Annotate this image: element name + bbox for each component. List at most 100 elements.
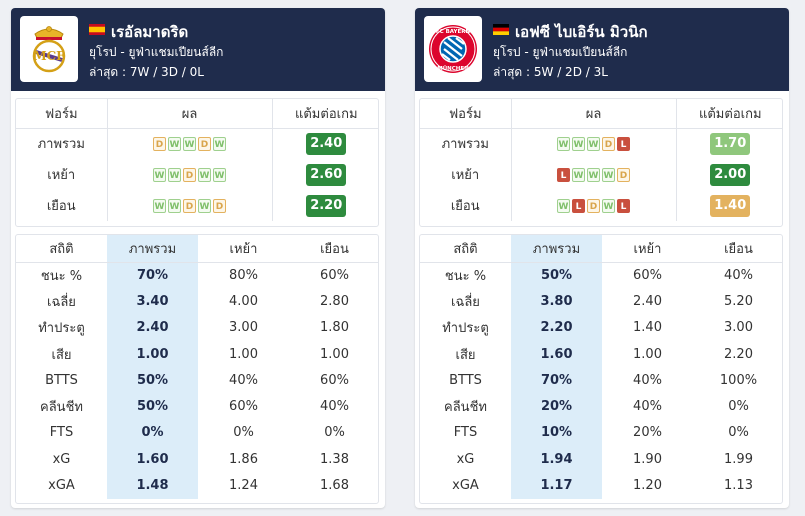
- result-badge[interactable]: W: [602, 198, 615, 213]
- ppg-header: แต้มต่อเกม: [676, 99, 782, 129]
- result-badge[interactable]: W: [168, 198, 181, 213]
- result-badge[interactable]: D: [153, 136, 166, 151]
- result-badge[interactable]: W: [213, 167, 226, 182]
- bayern-logo-text-top: FC BAYERN: [436, 29, 471, 35]
- spain-flag-icon: [89, 24, 105, 35]
- result-badge[interactable]: W: [587, 136, 600, 151]
- form-row: ภาพรวม W W W D L 1.70: [420, 128, 782, 159]
- stat-overall: 1.17: [511, 472, 602, 499]
- stat-row: ทำประตู 2.20 1.40 3.00: [420, 314, 782, 341]
- result-badge[interactable]: W: [198, 198, 211, 213]
- result-badge[interactable]: L: [572, 198, 585, 213]
- stat-row: เฉลี่ย 3.80 2.40 5.20: [420, 288, 782, 315]
- result-badge[interactable]: L: [557, 167, 570, 182]
- stat-label: ทำประตู: [38, 321, 85, 337]
- stat-row: ทำประตู 2.40 3.00 1.80: [16, 314, 378, 341]
- overall-header[interactable]: ภาพรวม: [511, 235, 602, 263]
- stat-label: ชนะ %: [444, 268, 487, 284]
- form-row-label: เยือน: [16, 190, 108, 221]
- result-badge[interactable]: W: [557, 198, 570, 213]
- stat-label: xGA: [452, 478, 479, 494]
- result-badge[interactable]: W: [213, 136, 226, 151]
- stat-row: BTTS 50% 40% 60%: [16, 367, 378, 394]
- stat-label: xGA: [48, 478, 75, 494]
- result-badge[interactable]: D: [587, 198, 600, 213]
- stat-overall: 50%: [511, 262, 602, 289]
- stat-row: ชนะ % 70% 80% 60%: [16, 262, 378, 289]
- team-name[interactable]: เรอัลมาดริด: [111, 23, 189, 41]
- result-badge[interactable]: D: [213, 198, 226, 213]
- stat-overall: 70%: [107, 262, 198, 289]
- stat-away: 2.80: [320, 293, 349, 309]
- result-badge[interactable]: D: [183, 167, 196, 182]
- result-badge[interactable]: W: [168, 136, 181, 151]
- stat-row: xG 1.60 1.86 1.38: [16, 446, 378, 473]
- ppg-cell: 2.00: [676, 159, 782, 190]
- ppg-cell: 2.40: [272, 128, 378, 159]
- stat-row: xG 1.94 1.90 1.99: [420, 446, 782, 473]
- stat-home: 40%: [633, 399, 662, 415]
- ppg-cell: 1.40: [676, 190, 782, 221]
- stat-home: 60%: [633, 267, 662, 283]
- ppg-badge: 2.00: [710, 163, 751, 186]
- stat-label: BTTS: [45, 372, 78, 388]
- stat-overall: 3.40: [107, 288, 198, 315]
- stat-overall: 70%: [511, 367, 602, 394]
- stat-home: 2.40: [633, 293, 662, 309]
- result-badge[interactable]: W: [168, 167, 181, 182]
- stat-label: คลีนชีท: [40, 400, 83, 416]
- stat-row: xGA 1.48 1.24 1.68: [16, 472, 378, 499]
- result-badge[interactable]: L: [617, 198, 630, 213]
- result-badge[interactable]: D: [183, 198, 196, 213]
- result-badge[interactable]: D: [617, 167, 630, 182]
- stat-home: 1.24: [229, 478, 258, 494]
- stat-row: คลีนชีท 50% 60% 40%: [16, 393, 378, 420]
- overall-header[interactable]: ภาพรวม: [107, 235, 198, 263]
- ppg-badge: 2.40: [306, 132, 347, 155]
- result-badge[interactable]: W: [572, 136, 585, 151]
- stat-row: คลีนชีท 20% 40% 0%: [420, 393, 782, 420]
- result-badge[interactable]: W: [183, 136, 196, 151]
- result-badge[interactable]: W: [572, 167, 585, 182]
- recent-record: ล่าสุด : 7W / 3D / 0L: [89, 65, 204, 79]
- away-header[interactable]: เยือน: [289, 235, 378, 263]
- stat-label: ทำประตู: [442, 321, 489, 337]
- result-badge[interactable]: W: [153, 198, 166, 213]
- result-badge[interactable]: D: [602, 136, 615, 151]
- stat-label: ชนะ %: [40, 268, 83, 284]
- result-badge[interactable]: W: [198, 167, 211, 182]
- stat-home: 60%: [229, 399, 258, 415]
- result-badge[interactable]: W: [557, 136, 570, 151]
- result-badge[interactable]: W: [153, 167, 166, 182]
- stat-row: FTS 10% 20% 0%: [420, 419, 782, 447]
- form-row-label: เหย้า: [16, 159, 108, 190]
- away-header[interactable]: เยือน: [693, 235, 782, 263]
- stat-home: 40%: [633, 372, 662, 388]
- home-header[interactable]: เหย้า: [198, 235, 289, 263]
- team-name[interactable]: เอฟซี ไบเอิร์น มิวนิก: [515, 23, 648, 41]
- stat-home: 1.00: [633, 346, 662, 362]
- recent-record: ล่าสุด : 5W / 2D / 3L: [493, 65, 608, 79]
- stat-away: 1.99: [724, 451, 753, 467]
- home-header[interactable]: เหย้า: [602, 235, 693, 263]
- form-row-label: เยือน: [420, 190, 512, 221]
- result-badge[interactable]: W: [587, 167, 600, 182]
- stat-overall: 20%: [511, 393, 602, 420]
- form-row-label: เหย้า: [420, 159, 512, 190]
- stat-away: 0%: [324, 425, 345, 441]
- result-badge[interactable]: W: [602, 167, 615, 182]
- result-badge[interactable]: D: [198, 136, 211, 151]
- stats-table: สถิติ ภาพรวม เหย้า เยือน ชนะ % 70% 80% 60% เ…: [15, 234, 379, 504]
- ppg-header: แต้มต่อเกม: [272, 99, 378, 129]
- form-header: ฟอร์ม: [420, 99, 512, 129]
- stat-overall: 1.00: [107, 340, 198, 368]
- result-badge[interactable]: L: [617, 136, 630, 151]
- stat-home: 1.00: [229, 346, 258, 362]
- form-row: เหย้า W W D W W 2.60: [16, 159, 378, 190]
- stat-overall: 3.80: [511, 288, 602, 315]
